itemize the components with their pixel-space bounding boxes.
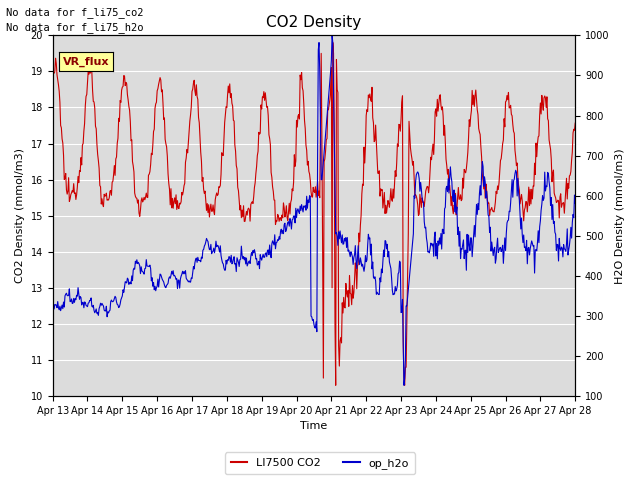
Y-axis label: CO2 Density (mmol/m3): CO2 Density (mmol/m3) (15, 148, 25, 283)
Legend: LI7500 CO2, op_h2o: LI7500 CO2, op_h2o (225, 453, 415, 474)
Text: VR_flux: VR_flux (63, 57, 109, 67)
Text: No data for f_li75_h2o: No data for f_li75_h2o (6, 22, 144, 33)
Title: CO2 Density: CO2 Density (266, 15, 362, 30)
Text: No data for f_li75_co2: No data for f_li75_co2 (6, 7, 144, 18)
X-axis label: Time: Time (300, 421, 328, 432)
Y-axis label: H2O Density (mmol/m3): H2O Density (mmol/m3) (615, 148, 625, 284)
